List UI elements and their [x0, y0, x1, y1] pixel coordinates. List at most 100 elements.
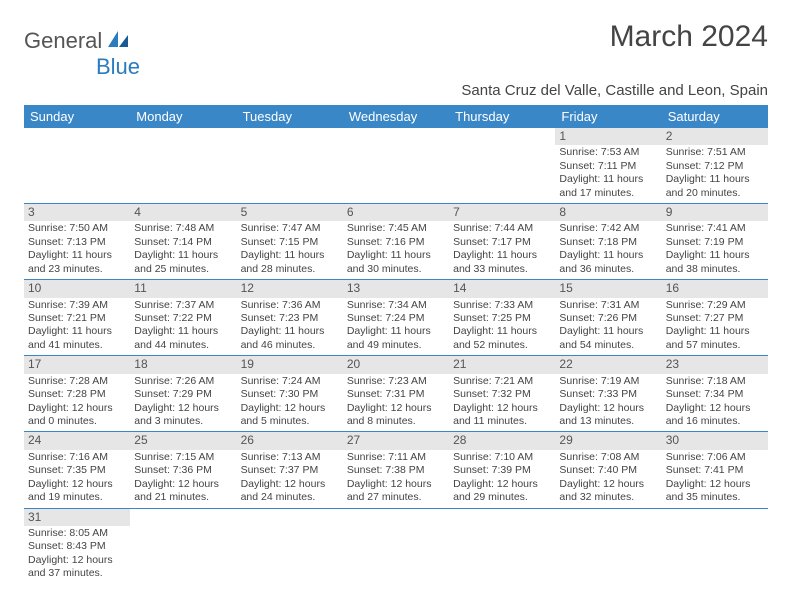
calendar-cell [130, 128, 236, 204]
sunrise-line: Sunrise: 7:39 AM [28, 299, 126, 312]
daylight-line: Daylight: 12 hours and 11 minutes. [453, 402, 551, 429]
calendar-cell [130, 508, 236, 584]
day-number: 10 [24, 280, 130, 297]
daylight-line: Daylight: 11 hours and 52 minutes. [453, 325, 551, 352]
sunset-line: Sunset: 7:38 PM [347, 464, 445, 477]
daylight-line: Daylight: 11 hours and 28 minutes. [241, 249, 339, 276]
sunrise-line: Sunrise: 7:26 AM [134, 375, 232, 388]
calendar-cell: 6Sunrise: 7:45 AMSunset: 7:16 PMDaylight… [343, 204, 449, 280]
day-number: 30 [662, 432, 768, 449]
weekday-header: Tuesday [237, 105, 343, 128]
day-details: Sunrise: 7:08 AMSunset: 7:40 PMDaylight:… [555, 450, 661, 508]
sunset-line: Sunset: 7:17 PM [453, 236, 551, 249]
sunset-line: Sunset: 7:36 PM [134, 464, 232, 477]
sunset-line: Sunset: 7:14 PM [134, 236, 232, 249]
day-details: Sunrise: 7:42 AMSunset: 7:18 PMDaylight:… [555, 221, 661, 279]
day-details: Sunrise: 7:28 AMSunset: 7:28 PMDaylight:… [24, 374, 130, 432]
calendar-row: 31Sunrise: 8:05 AMSunset: 8:43 PMDayligh… [24, 508, 768, 584]
sunrise-line: Sunrise: 7:10 AM [453, 451, 551, 464]
day-details: Sunrise: 7:15 AMSunset: 7:36 PMDaylight:… [130, 450, 236, 508]
calendar-cell: 20Sunrise: 7:23 AMSunset: 7:31 PMDayligh… [343, 356, 449, 432]
day-details: Sunrise: 7:37 AMSunset: 7:22 PMDaylight:… [130, 298, 236, 356]
calendar-cell: 18Sunrise: 7:26 AMSunset: 7:29 PMDayligh… [130, 356, 236, 432]
day-details: Sunrise: 7:31 AMSunset: 7:26 PMDaylight:… [555, 298, 661, 356]
sunset-line: Sunset: 7:21 PM [28, 312, 126, 325]
sunrise-line: Sunrise: 7:44 AM [453, 222, 551, 235]
calendar-cell: 10 Sunrise: 7:39 AMSunset: 7:21 PMDayligh… [24, 280, 130, 356]
sunset-line: Sunset: 7:13 PM [28, 236, 126, 249]
sunset-line: Sunset: 7:27 PM [666, 312, 764, 325]
sunset-line: Sunset: 7:19 PM [666, 236, 764, 249]
daylight-line: Daylight: 11 hours and 17 minutes. [559, 173, 657, 200]
daylight-line: Daylight: 11 hours and 46 minutes. [241, 325, 339, 352]
calendar-row: 1Sunrise: 7:53 AMSunset: 7:11 PMDaylight… [24, 128, 768, 204]
day-number: 21 [449, 356, 555, 373]
sunset-line: Sunset: 7:30 PM [241, 388, 339, 401]
daylight-line: Daylight: 11 hours and 44 minutes. [134, 325, 232, 352]
page-title: March 2024 [610, 20, 768, 54]
calendar-cell: 21Sunrise: 7:21 AMSunset: 7:32 PMDayligh… [449, 356, 555, 432]
calendar-cell: 17Sunrise: 7:28 AMSunset: 7:28 PMDayligh… [24, 356, 130, 432]
day-details: Sunrise: 7:06 AMSunset: 7:41 PMDaylight:… [662, 450, 768, 508]
calendar-body: 1Sunrise: 7:53 AMSunset: 7:11 PMDaylight… [24, 128, 768, 584]
daylight-line: Daylight: 12 hours and 21 minutes. [134, 478, 232, 505]
sunrise-line: Sunrise: 7:31 AM [559, 299, 657, 312]
sunset-line: Sunset: 7:23 PM [241, 312, 339, 325]
sunset-line: Sunset: 7:11 PM [559, 160, 657, 173]
daylight-line: Daylight: 12 hours and 27 minutes. [347, 478, 445, 505]
day-number: 2 [662, 128, 768, 145]
day-details: Sunrise: 7:16 AMSunset: 7:35 PMDaylight:… [24, 450, 130, 508]
daylight-line: Daylight: 12 hours and 8 minutes. [347, 402, 445, 429]
calendar-cell [449, 128, 555, 204]
day-details: Sunrise: 7:10 AMSunset: 7:39 PMDaylight:… [449, 450, 555, 508]
daylight-line: Daylight: 11 hours and 41 minutes. [28, 325, 126, 352]
day-number: 27 [343, 432, 449, 449]
sunrise-line: Sunrise: 7:24 AM [241, 375, 339, 388]
sunrise-line: Sunrise: 8:05 AM [28, 527, 126, 540]
day-number: 3 [24, 204, 130, 221]
day-number: 9 [662, 204, 768, 221]
day-details: Sunrise: 7:11 AMSunset: 7:38 PMDaylight:… [343, 450, 449, 508]
calendar-cell: 5Sunrise: 7:47 AMSunset: 7:15 PMDaylight… [237, 204, 343, 280]
daylight-line: Daylight: 12 hours and 13 minutes. [559, 402, 657, 429]
calendar-cell: 12Sunrise: 7:36 AMSunset: 7:23 PMDayligh… [237, 280, 343, 356]
day-details: Sunrise: 7:26 AMSunset: 7:29 PMDaylight:… [130, 374, 236, 432]
calendar-cell [555, 508, 661, 584]
day-details: Sunrise: 7:47 AMSunset: 7:15 PMDaylight:… [237, 221, 343, 279]
calendar-cell: 28Sunrise: 7:10 AMSunset: 7:39 PMDayligh… [449, 432, 555, 508]
calendar-cell: 8Sunrise: 7:42 AMSunset: 7:18 PMDaylight… [555, 204, 661, 280]
calendar-cell: 2Sunrise: 7:51 AMSunset: 7:12 PMDaylight… [662, 128, 768, 204]
sunrise-line: Sunrise: 7:15 AM [134, 451, 232, 464]
calendar-cell [237, 128, 343, 204]
daylight-line: Daylight: 11 hours and 30 minutes. [347, 249, 445, 276]
sunrise-line: Sunrise: 7:47 AM [241, 222, 339, 235]
daylight-line: Daylight: 12 hours and 32 minutes. [559, 478, 657, 505]
day-number: 8 [555, 204, 661, 221]
calendar-row: 24Sunrise: 7:16 AMSunset: 7:35 PMDayligh… [24, 432, 768, 508]
calendar-cell: 22Sunrise: 7:19 AMSunset: 7:33 PMDayligh… [555, 356, 661, 432]
day-details: Sunrise: 7:23 AMSunset: 7:31 PMDaylight:… [343, 374, 449, 432]
calendar-cell: 31Sunrise: 8:05 AMSunset: 8:43 PMDayligh… [24, 508, 130, 584]
sunrise-line: Sunrise: 7:13 AM [241, 451, 339, 464]
calendar-cell: 4Sunrise: 7:48 AMSunset: 7:14 PMDaylight… [130, 204, 236, 280]
sunset-line: Sunset: 7:25 PM [453, 312, 551, 325]
weekday-header: Friday [555, 105, 661, 128]
day-details: Sunrise: 7:29 AMSunset: 7:27 PMDaylight:… [662, 298, 768, 356]
daylight-line: Daylight: 11 hours and 25 minutes. [134, 249, 232, 276]
sunset-line: Sunset: 7:22 PM [134, 312, 232, 325]
calendar-cell: 24Sunrise: 7:16 AMSunset: 7:35 PMDayligh… [24, 432, 130, 508]
calendar-cell: 23Sunrise: 7:18 AMSunset: 7:34 PMDayligh… [662, 356, 768, 432]
daylight-line: Daylight: 12 hours and 5 minutes. [241, 402, 339, 429]
day-details: Sunrise: 8:05 AMSunset: 8:43 PMDaylight:… [24, 526, 130, 584]
sunrise-line: Sunrise: 7:37 AM [134, 299, 232, 312]
sunset-line: Sunset: 7:37 PM [241, 464, 339, 477]
day-details: Sunrise: 7:53 AMSunset: 7:11 PMDaylight:… [555, 145, 661, 203]
sunrise-line: Sunrise: 7:48 AM [134, 222, 232, 235]
daylight-line: Daylight: 12 hours and 16 minutes. [666, 402, 764, 429]
sunrise-line: Sunrise: 7:23 AM [347, 375, 445, 388]
day-details: Sunrise: 7:50 AMSunset: 7:13 PMDaylight:… [24, 221, 130, 279]
day-details: Sunrise: 7:36 AMSunset: 7:23 PMDaylight:… [237, 298, 343, 356]
day-number: 20 [343, 356, 449, 373]
sunrise-line: Sunrise: 7:21 AM [453, 375, 551, 388]
day-number: 7 [449, 204, 555, 221]
